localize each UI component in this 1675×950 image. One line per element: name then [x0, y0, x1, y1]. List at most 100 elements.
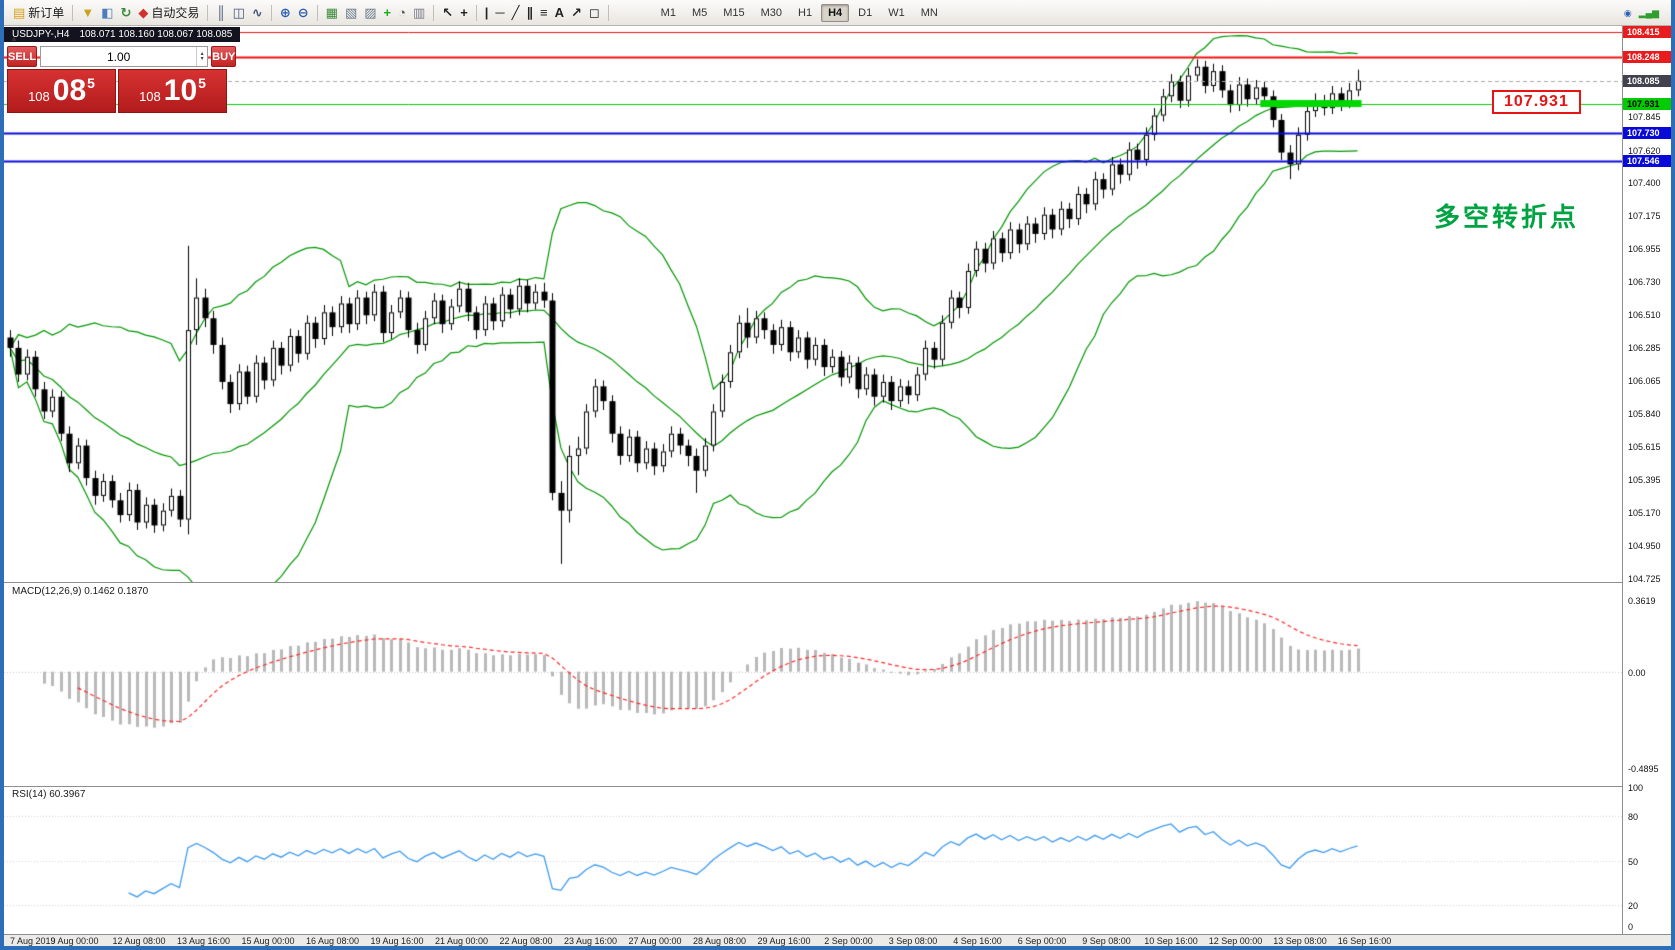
price-level-callout: 107.931 [1492, 90, 1581, 114]
horizontal-line-icon: ─ [495, 4, 505, 20]
sell-price-display[interactable]: 108 08 5 [7, 69, 116, 113]
candlestick-chart-icon[interactable]: ◫ [230, 3, 248, 23]
timeframe-m15[interactable]: M15 [723, 6, 745, 19]
time-axis-label: 7 Aug 2019 [10, 936, 56, 946]
fibonacci-icon[interactable]: ≡ [537, 3, 551, 23]
market-watch-icon[interactable]: ▼ [78, 3, 97, 23]
one-click-panel-toggle-icon[interactable]: ▲ [10, 34, 18, 43]
price-scale-tick: 105.170 [1628, 508, 1661, 519]
community-icon[interactable]: ◉ [1623, 7, 1632, 18]
refresh-icon: ↻ [120, 4, 132, 20]
crosshair-icon[interactable]: + [457, 3, 471, 23]
price-scale-tick: 105.615 [1628, 442, 1661, 453]
toolbar-right: ◉ ▂▄▆ [1624, 3, 1665, 23]
text-icon[interactable]: A [552, 3, 567, 23]
price-scale-tick: 107.845 [1628, 112, 1661, 123]
timeframe-m5[interactable]: M5 [691, 6, 708, 19]
rsi-scale-tick: 50 [1628, 856, 1639, 867]
price-scale-tick: 107.620 [1628, 145, 1661, 156]
timeframe-bar: M1 M5 M15 M30 H1 H4 D1 W1 MN [653, 3, 946, 22]
symbol-info-bar: USDJPY-,H4 108.071 108.160 108.067 108.0… [4, 27, 241, 42]
refresh-icon[interactable]: ↻ [117, 3, 134, 23]
arrange-windows-icon[interactable]: ▨ [361, 3, 379, 23]
indicators-icon[interactable]: + [381, 3, 395, 23]
time-axis-label: 29 Aug 16:00 [757, 936, 811, 946]
price-scale-tick: 105.395 [1628, 474, 1661, 485]
shapes-icon[interactable]: ◻ [586, 3, 603, 23]
volume-increase-icon[interactable]: ▴ [200, 50, 204, 57]
toolbar-separator [72, 4, 74, 21]
timeframe-d1[interactable]: D1 [858, 6, 873, 19]
sell-button[interactable]: SELL [7, 46, 38, 67]
auto-trading-button[interactable]: ◆ 自动交易 [135, 3, 202, 23]
vertical-line-icon[interactable]: | [482, 3, 492, 23]
time-axis-label: 12 Aug 08:00 [112, 936, 166, 946]
cursor-icon[interactable]: ↖ [439, 3, 456, 23]
buy-price-whole: 108 [139, 88, 161, 104]
rsi-canvas[interactable] [4, 787, 1622, 934]
time-axis-label: 9 Sep 08:00 [1082, 936, 1131, 946]
new-order-button[interactable]: ▤ 新订单 [10, 3, 67, 23]
timeframe-h4[interactable]: H4 [821, 3, 850, 22]
price-scale[interactable]: 107.845 107.620 107.400 107.175 106.955 106.7… [1622, 26, 1671, 934]
price-scale-tick: 106.285 [1628, 343, 1661, 354]
ohlc-label: 108.071 108.160 108.067 108.085 [79, 29, 233, 40]
price-marker-108.415: 108.415 [1623, 26, 1671, 38]
zoom-in-icon[interactable]: ⊕ [277, 3, 294, 23]
time-axis-label: 13 Sep 08:00 [1273, 936, 1327, 946]
time-axis-label: 12 Sep 00:00 [1208, 936, 1263, 946]
chart-area[interactable] [4, 26, 1622, 582]
panel-separator [4, 786, 1671, 787]
timeframe-mn[interactable]: MN [920, 6, 938, 19]
indicators-icon: + [383, 4, 392, 20]
sell-price-fraction: 5 [87, 75, 95, 91]
buy-button[interactable]: BUY [211, 46, 237, 67]
volume-box: ▴▾ [40, 46, 209, 67]
time-axis-label: 16 Sep 16:00 [1337, 936, 1392, 946]
toolbar-icon-strip: ▤ 新订单 ▼ ◧ ↻ ◆ 自动交易 ║ ◫ ∿ ⊕ ⊖ ▦ ▧ ▨ + ◔ ▥ ↖ + | ─ ╱ ∥ ≡ A ↗ ◻ [10, 3, 613, 23]
crosshair-icon: + [460, 4, 468, 20]
buy-price-display[interactable]: 108 10 5 [118, 69, 227, 113]
macd-canvas[interactable] [4, 583, 1622, 786]
zoom-out-icon: ⊖ [297, 4, 309, 20]
symbol-label: USDJPY-,H4 [12, 29, 70, 40]
line-chart-icon[interactable]: ∿ [249, 3, 266, 23]
tile-windows-icon[interactable]: ▦ [323, 3, 341, 23]
trendline-icon[interactable]: ╱ [509, 3, 523, 23]
zoom-out-icon[interactable]: ⊖ [295, 3, 312, 23]
candlestick-chart-icon: ◫ [232, 4, 245, 20]
periods-icon[interactable]: ◔ [395, 3, 409, 23]
price-chart-canvas[interactable] [4, 26, 1622, 582]
time-axis-label: 19 Aug 16:00 [370, 936, 424, 946]
volume-decrease-icon[interactable]: ▾ [200, 55, 204, 62]
price-marker-108.085: 108.085 [1623, 74, 1671, 87]
time-axis-label: 10 Sep 16:00 [1144, 936, 1198, 946]
rsi-scale-tick: 100 [1628, 783, 1644, 793]
horizontal-line-icon[interactable]: ─ [492, 3, 507, 23]
arrow-tool-icon[interactable]: ↗ [568, 3, 585, 23]
templates-icon[interactable]: ▥ [410, 3, 428, 23]
channel-icon[interactable]: ∥ [523, 3, 536, 23]
navigator-icon[interactable]: ◧ [98, 3, 116, 23]
timeframe-w1[interactable]: W1 [888, 6, 905, 19]
timeframe-h1[interactable]: H1 [798, 6, 813, 19]
time-axis[interactable]: 7 Aug 2019 9 Aug 00:00 12 Aug 08:00 13 Aug … [4, 934, 1671, 946]
toolbar-separator [270, 4, 272, 21]
connection-status-icon[interactable]: ▂▄▆ [1638, 7, 1659, 18]
volume-input[interactable] [41, 47, 197, 66]
trade-panel-prices: 108 08 5 108 10 5 [7, 69, 227, 113]
fibonacci-icon: ≡ [539, 4, 548, 20]
price-marker-107.931: 107.931 [1623, 97, 1671, 110]
timeframe-m1[interactable]: M1 [660, 6, 676, 19]
templates-icon: ▥ [412, 4, 426, 20]
periods-icon: ◔ [398, 4, 406, 20]
new-order-button-label: 新订单 [28, 6, 65, 20]
macd-indicator-label: MACD(12,26,9) 0.1462 0.1870 [12, 586, 149, 597]
volume-stepper: ▴ ▾ [196, 47, 207, 66]
price-scale-tick: 106.955 [1628, 243, 1661, 254]
timeframe-m30[interactable]: M30 [760, 6, 783, 19]
bar-chart-icon[interactable]: ║ [213, 3, 228, 23]
sell-price-pips: 08 [52, 74, 87, 107]
cascade-windows-icon[interactable]: ▧ [342, 3, 360, 23]
